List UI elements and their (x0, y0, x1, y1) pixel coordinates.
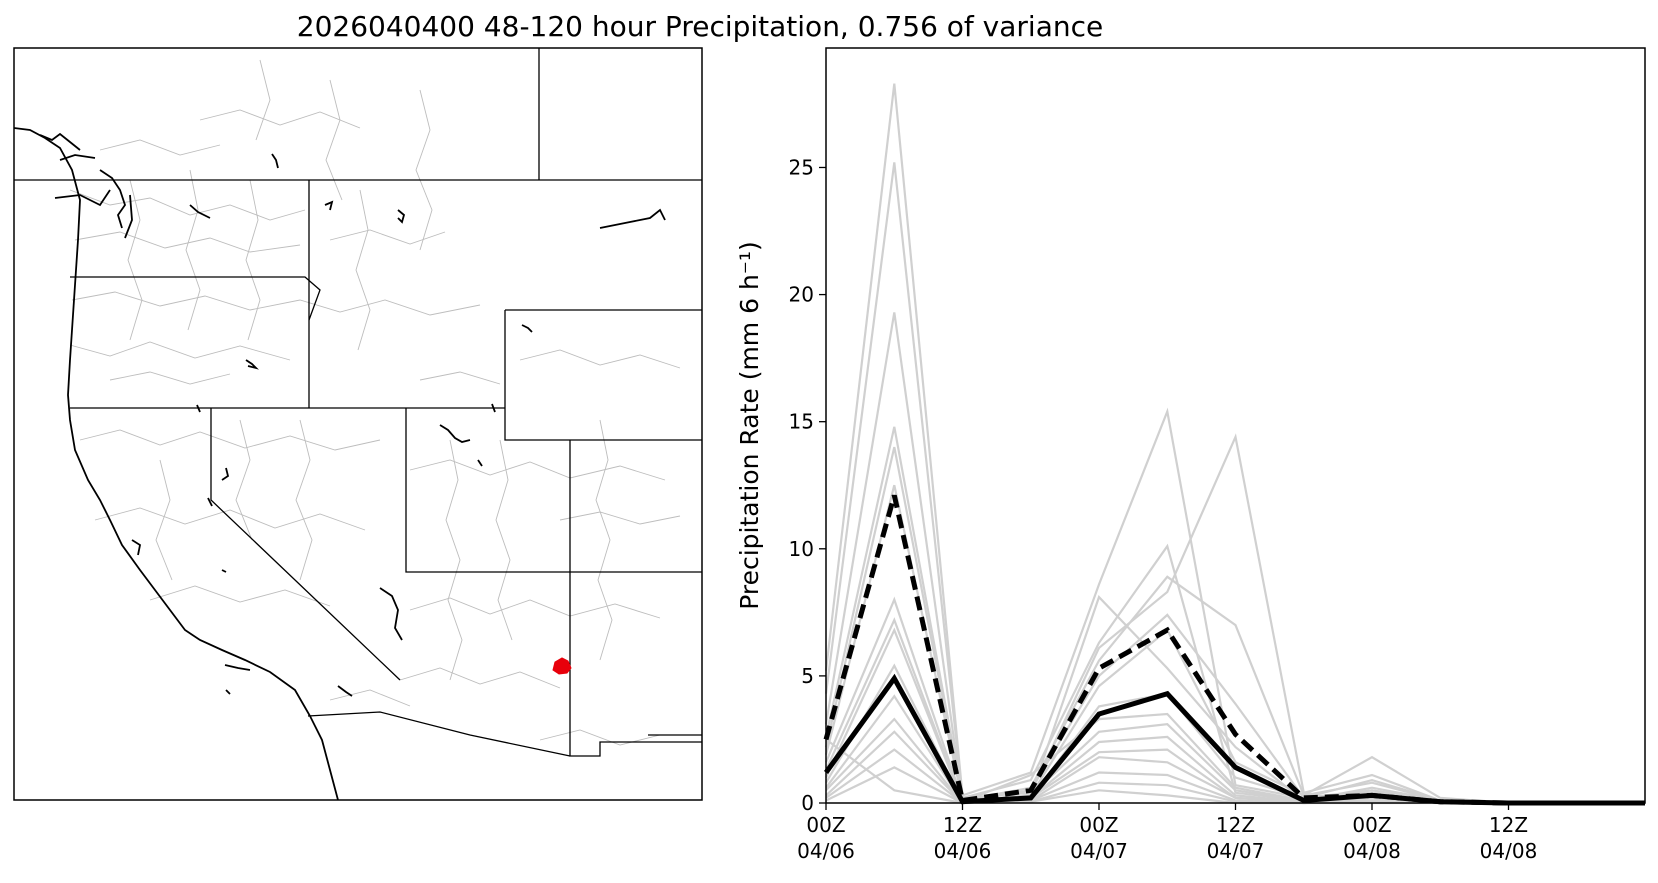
coastline (14, 127, 403, 800)
x-tick-label-3-line1: 12Z (1216, 813, 1255, 837)
lakes (189, 153, 666, 697)
x-tick-label-5-line2: 04/08 (1480, 839, 1538, 863)
x-axis-ticks: 00Z04/0612Z04/0600Z04/0712Z04/0700Z04/08… (797, 803, 1537, 863)
x-tick-label-4-line2: 04/08 (1343, 839, 1401, 863)
x-tick-label-0-line2: 04/06 (797, 839, 855, 863)
x-tick-label-2-line2: 04/07 (1070, 839, 1128, 863)
y-axis-ticks: 0 5 10 15 20 25 (789, 155, 826, 815)
y-tick-label-4: 20 (789, 283, 814, 307)
x-tick-label-4-line1: 00Z (1352, 813, 1391, 837)
x-tick-label-0-line1: 00Z (806, 813, 845, 837)
ensemble-member-lines (824, 83, 1645, 805)
state-boundaries (14, 48, 702, 757)
y-axis-label: Precipitation Rate (mm 6 h⁻¹) (735, 241, 764, 610)
y-tick-label-3: 15 (789, 410, 814, 434)
line-chart: Precipitation Rate (mm 6 h⁻¹) 0 5 10 15 20 25… (735, 47, 1646, 863)
y-tick-label-1: 5 (801, 664, 814, 688)
map-frame (13, 47, 703, 801)
selected-basin-marker (552, 657, 572, 675)
x-tick-label-1-line1: 12Z (943, 813, 982, 837)
plot-frame (825, 47, 1646, 804)
x-tick-label-3-line2: 04/07 (1207, 839, 1265, 863)
y-tick-label-2: 10 (789, 537, 814, 561)
x-tick-label-1-line2: 04/06 (934, 839, 992, 863)
y-tick-label-5: 25 (789, 155, 814, 179)
y-tick-label-0: 0 (801, 791, 814, 815)
x-tick-label-5-line1: 12Z (1489, 813, 1528, 837)
basin-boundaries (69, 59, 681, 746)
ensemble-mean-line-0 (823, 494, 1645, 806)
x-tick-label-2-line1: 00Z (1079, 813, 1118, 837)
map-panel (13, 47, 703, 801)
figure-title: 2026040400 48-120 hour Precipitation, 0.… (296, 10, 1104, 43)
